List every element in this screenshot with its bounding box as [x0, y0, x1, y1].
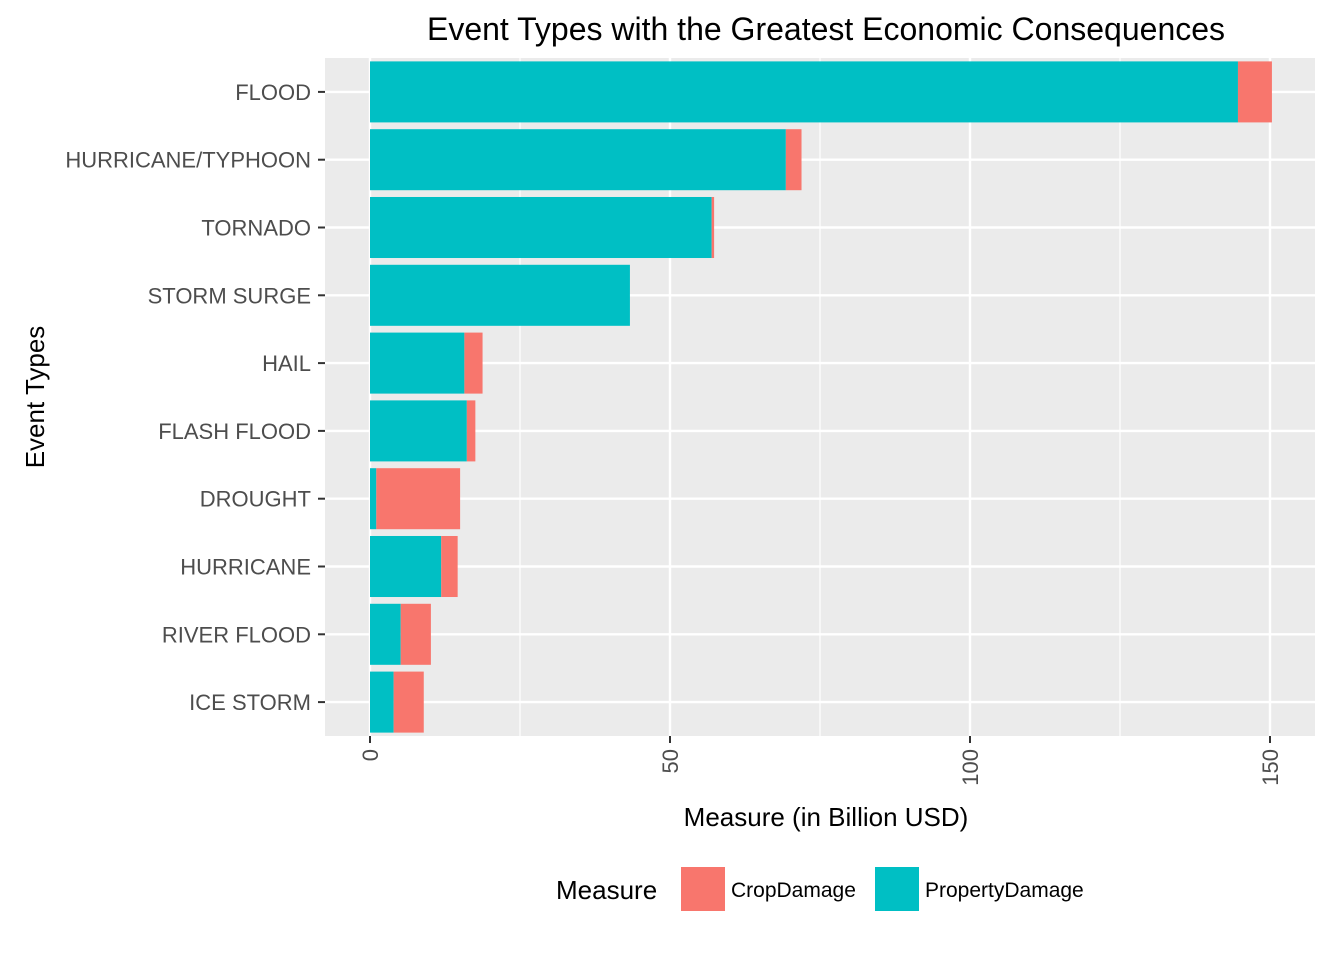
bar-cropdamage-river-flood — [400, 603, 431, 665]
y-tick-label-hurricane-typhoon: HURRICANE/TYPHOON — [65, 148, 311, 173]
y-tick-label-flash-flood: FLASH FLOOD — [158, 419, 311, 444]
bar-propertydamage-river-flood — [370, 603, 401, 665]
legend-title: Measure — [556, 875, 657, 905]
bar-propertydamage-hail — [370, 332, 465, 394]
bar-propertydamage-storm-surge — [370, 264, 630, 326]
y-tick-label-tornado: TORNADO — [201, 216, 311, 241]
y-tick-label-hail: HAIL — [262, 351, 311, 376]
bar-cropdamage-flood — [1237, 61, 1272, 123]
legend-label-cropdamage: CropDamage — [731, 879, 856, 902]
bar-propertydamage-ice-storm — [370, 671, 394, 733]
y-tick-label-storm-surge: STORM SURGE — [148, 283, 311, 308]
bar-propertydamage-drought — [370, 468, 377, 530]
legend-label-propertydamage: PropertyDamage — [925, 879, 1084, 902]
legend-swatch-propertydamage — [875, 867, 919, 911]
bar-propertydamage-hurricane — [370, 535, 442, 598]
y-axis-title: Event Types — [20, 326, 50, 469]
bar-cropdamage-ice-storm — [393, 671, 424, 733]
bar-cropdamage-hail — [464, 332, 483, 394]
x-tick-label-150: 150 — [1258, 749, 1283, 786]
y-tick-label-flood: FLOOD — [235, 80, 311, 105]
y-tick-label-ice-storm: ICE STORM — [189, 690, 311, 715]
bar-propertydamage-hurricane-typhoon — [370, 129, 786, 191]
bar-cropdamage-tornado — [711, 196, 715, 259]
legend-swatch-cropdamage — [681, 867, 725, 911]
bar-propertydamage-tornado — [370, 196, 712, 259]
bar-cropdamage-hurricane-typhoon — [785, 129, 802, 191]
bar-cropdamage-flash-flood — [466, 400, 476, 462]
bar-propertydamage-flood — [370, 61, 1238, 123]
x-tick-label-100: 100 — [958, 749, 983, 786]
x-axis-title: Measure (in Billion USD) — [684, 802, 969, 832]
legend: Measure CropDamage PropertyDamage — [556, 867, 1084, 911]
bar-cropdamage-hurricane — [441, 535, 458, 598]
y-tick-label-drought: DROUGHT — [200, 487, 311, 512]
x-axis: 0 50 100 150 — [358, 736, 1283, 786]
chart-title: Event Types with the Greatest Economic C… — [427, 11, 1225, 47]
x-tick-label-0: 0 — [358, 749, 383, 761]
y-axis: FLOOD HURRICANE/TYPHOON TORNADO STORM SURGE… — [65, 80, 325, 715]
bar-cropdamage-drought — [376, 468, 461, 530]
x-tick-label-50: 50 — [658, 749, 683, 773]
y-tick-label-hurricane: HURRICANE — [180, 555, 311, 580]
bar-propertydamage-flash-flood — [370, 400, 467, 462]
y-tick-label-river-flood: RIVER FLOOD — [162, 622, 311, 647]
bars — [370, 61, 1272, 733]
